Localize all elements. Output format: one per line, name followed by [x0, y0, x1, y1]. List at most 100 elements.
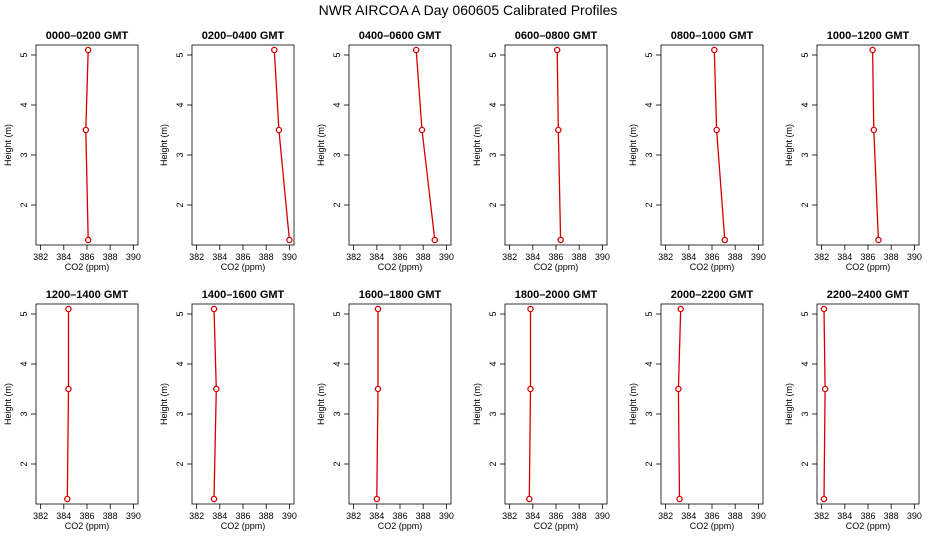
x-tick-label: 382 [189, 511, 204, 521]
x-tick-label: 386 [548, 252, 563, 262]
panel-title: 1000–1200 GMT [827, 30, 910, 42]
y-axis-label: Height (m) [159, 124, 169, 166]
x-tick-label: 386 [392, 252, 407, 262]
profile-panel: 2200–2400 GMT 382 384 386 388 390 2 3 4 5 CO2 (ppm… [784, 289, 922, 531]
x-axis-label: CO2 (ppm) [221, 521, 266, 531]
x-tick-label: 386 [860, 511, 875, 521]
profile-point [821, 385, 829, 393]
profile-panel: 1200–1400 GMT 382 384 386 388 390 2 3 4 5 CO2 (ppm… [3, 289, 141, 531]
profile-line [871, 49, 880, 241]
y-tick-label: 3 [644, 152, 654, 157]
panel-title: 0600–0800 GMT [515, 30, 598, 42]
y-tick-label: 5 [488, 52, 498, 57]
profile-line [66, 309, 70, 500]
x-tick-label: 386 [79, 511, 94, 521]
x-tick-label: 382 [189, 252, 204, 262]
panel-title: 1200–1400 GMT [46, 289, 129, 301]
profile-point [286, 236, 293, 244]
x-tick-label: 390 [439, 252, 454, 262]
y-tick-label: 5 [19, 52, 29, 57]
y-axis-label: Height (m) [3, 124, 13, 166]
y-tick-label: 4 [644, 361, 654, 366]
x-tick-label: 384 [681, 511, 696, 521]
profile-point [713, 126, 720, 134]
profile-panel: 0800–1000 GMT 382 384 386 388 390 2 3 4 5 CO2 (ppm… [628, 30, 766, 272]
y-tick-label: 2 [800, 202, 810, 207]
profile-point [65, 385, 72, 393]
profile-point [271, 46, 278, 54]
profile-point [374, 305, 382, 313]
x-tick-label: 388 [416, 252, 431, 262]
profile-panel: 0000–0200 GMT 382 384 386 388 390 2 3 4 5 CO2 (ppm… [3, 30, 141, 272]
y-tick-label: 5 [332, 311, 342, 316]
panel-title: 0400–0600 GMT [359, 30, 442, 42]
x-tick-label: 386 [235, 511, 250, 521]
x-tick-label: 386 [79, 252, 94, 262]
x-axis-label: CO2 (ppm) [534, 521, 579, 531]
x-tick-label: 390 [126, 252, 141, 262]
y-tick-label: 3 [488, 152, 498, 157]
y-tick-label: 5 [175, 52, 185, 57]
y-axis-label: Height (m) [628, 124, 638, 166]
x-tick-label: 382 [502, 252, 517, 262]
profile-point [820, 495, 828, 503]
profile-point [557, 236, 564, 244]
profile-line [823, 308, 826, 500]
panel-title: 0000–0200 GMT [46, 30, 129, 42]
profile-point [275, 126, 283, 134]
x-axis-label: CO2 (ppm) [378, 521, 423, 531]
profile-panel: 1400–1600 GMT 382 384 386 388 390 2 3 4 5 CO2 (ppm… [159, 289, 297, 531]
x-tick-label: 384 [525, 252, 540, 262]
profile-point [875, 236, 882, 244]
x-tick-label: 382 [658, 252, 673, 262]
x-tick-label: 390 [595, 252, 610, 262]
profile-point [870, 126, 878, 134]
y-tick-label: 4 [644, 102, 654, 107]
x-tick-label: 390 [439, 511, 454, 521]
x-tick-label: 390 [126, 511, 141, 521]
panel-title: 2200–2400 GMT [827, 289, 910, 301]
y-tick-label: 2 [488, 202, 498, 207]
y-tick-label: 4 [488, 102, 498, 107]
y-tick-label: 3 [332, 152, 342, 157]
plot-frame [191, 303, 295, 505]
profile-point [820, 305, 828, 313]
x-axis-label: CO2 (ppm) [378, 262, 423, 272]
x-axis-label: CO2 (ppm) [846, 262, 891, 272]
x-tick-label: 384 [369, 511, 384, 521]
x-tick-label: 384 [212, 511, 227, 521]
panel-title: 2000–2200 GMT [671, 289, 754, 301]
profile-point [65, 305, 72, 313]
plot-frame [504, 44, 608, 246]
profile-point [82, 126, 90, 134]
x-axis-label: CO2 (ppm) [65, 521, 110, 531]
y-tick-label: 5 [488, 311, 498, 316]
profile-point [721, 236, 729, 244]
x-tick-label: 388 [728, 252, 743, 262]
profile-point [374, 385, 382, 393]
x-tick-label: 388 [572, 252, 587, 262]
x-tick-label: 388 [884, 511, 899, 521]
y-tick-label: 5 [644, 311, 654, 316]
plot-frame [35, 303, 139, 505]
x-tick-label: 382 [346, 511, 361, 521]
y-tick-label: 5 [800, 311, 810, 316]
profile-point [869, 46, 876, 54]
x-tick-label: 384 [837, 252, 852, 262]
profile-line [713, 49, 726, 241]
x-tick-label: 388 [259, 252, 274, 262]
x-tick-label: 388 [259, 511, 274, 521]
profile-point [418, 126, 426, 134]
x-tick-label: 382 [33, 252, 48, 262]
x-axis-label: CO2 (ppm) [534, 262, 579, 272]
y-tick-label: 5 [332, 52, 342, 57]
profile-point [711, 46, 718, 54]
profile-line [85, 49, 89, 241]
x-axis-label: CO2 (ppm) [690, 262, 735, 272]
profile-point [555, 126, 562, 134]
x-tick-label: 390 [751, 511, 766, 521]
plot-frame [348, 303, 452, 505]
x-tick-label: 388 [884, 252, 899, 262]
y-tick-label: 4 [800, 102, 810, 107]
